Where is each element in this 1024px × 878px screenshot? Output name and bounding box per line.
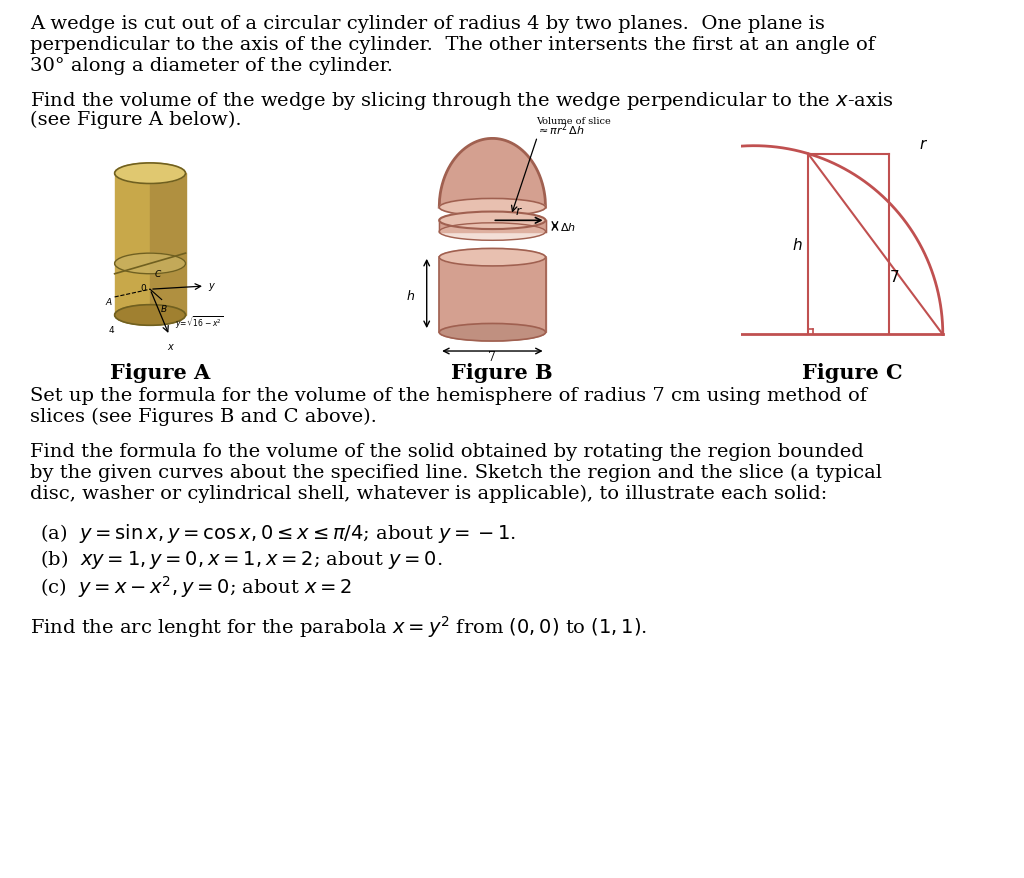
Text: Find the arc lenght for the parabola $x = y^2$ from $(0, 0)$ to $(1, 1)$.: Find the arc lenght for the parabola $x … (30, 614, 647, 639)
Ellipse shape (439, 212, 546, 230)
Polygon shape (439, 140, 546, 208)
Text: A wedge is cut out of a circular cylinder of radius 4 by two planes.  One plane : A wedge is cut out of a circular cylinde… (30, 15, 825, 33)
Text: $r$: $r$ (515, 205, 522, 218)
Ellipse shape (115, 163, 185, 184)
Text: Figure A: Figure A (110, 363, 210, 383)
Text: $7$: $7$ (889, 268, 899, 284)
Text: $C$: $C$ (154, 267, 162, 278)
Text: $\approx \pi r^2\, \Delta h$: $\approx \pi r^2\, \Delta h$ (537, 122, 585, 138)
Text: $B$: $B$ (160, 303, 167, 313)
Text: 0: 0 (140, 284, 146, 293)
Ellipse shape (439, 224, 546, 241)
Ellipse shape (439, 199, 546, 217)
Text: $y$: $y$ (208, 281, 216, 292)
Text: by the given curves about the specified line. Sketch the region and the slice (a: by the given curves about the specified … (30, 464, 882, 482)
Text: 30° along a diameter of the cylinder.: 30° along a diameter of the cylinder. (30, 57, 393, 75)
Text: $\Delta h$: $\Delta h$ (560, 220, 575, 233)
Text: slices (see Figures B and C above).: slices (see Figures B and C above). (30, 407, 377, 426)
Text: perpendicular to the axis of the cylinder.  The other intersents the first at an: perpendicular to the axis of the cylinde… (30, 36, 874, 54)
Bar (151, 174, 185, 315)
Text: (b)  $xy = 1, y = 0, x = 1, x = 2$; about $y = 0$.: (b) $xy = 1, y = 0, x = 1, x = 2$; about… (40, 547, 442, 571)
Text: disc, washer or cylindrical shell, whatever is applicable), to illustrate each s: disc, washer or cylindrical shell, whate… (30, 485, 827, 503)
Text: 4: 4 (109, 325, 115, 335)
Text: Figure B: Figure B (451, 363, 553, 383)
Ellipse shape (115, 254, 185, 275)
Text: Find the formula fo the volume of the solid obtained by rotating the region boun: Find the formula fo the volume of the so… (30, 443, 864, 460)
Text: $h$: $h$ (407, 288, 416, 302)
Text: (a)  $y = \sin x, y = \cos x, 0 \leq x \leq \pi/4$; about $y = -1$.: (a) $y = \sin x, y = \cos x, 0 \leq x \l… (40, 522, 516, 544)
Text: Find the volume of the wedge by slicing through the wedge perpendicular to the $: Find the volume of the wedge by slicing … (30, 90, 894, 112)
Text: $A$: $A$ (104, 296, 113, 307)
Text: (c)  $y = x - x^2, y = 0$; about $x = 2$: (c) $y = x - x^2, y = 0$; about $x = 2$ (40, 573, 352, 599)
Text: $y\!=\!\sqrt{16-x^2}$: $y\!=\!\sqrt{16-x^2}$ (174, 314, 223, 331)
Ellipse shape (115, 306, 185, 326)
Text: (see Figure A below).: (see Figure A below). (30, 111, 242, 129)
Text: 7: 7 (488, 351, 497, 364)
Polygon shape (439, 221, 546, 233)
Ellipse shape (439, 249, 546, 267)
Bar (115, 174, 151, 315)
Text: $x$: $x$ (167, 342, 175, 351)
Polygon shape (439, 258, 546, 333)
Ellipse shape (439, 324, 546, 342)
Text: Set up the formula for the volume of the hemisphere of radius 7 cm using method : Set up the formula for the volume of the… (30, 386, 867, 405)
Text: $h$: $h$ (792, 237, 803, 253)
Text: Volume of slice: Volume of slice (537, 117, 611, 126)
Text: Figure C: Figure C (802, 363, 903, 383)
Text: $r$: $r$ (920, 138, 929, 152)
